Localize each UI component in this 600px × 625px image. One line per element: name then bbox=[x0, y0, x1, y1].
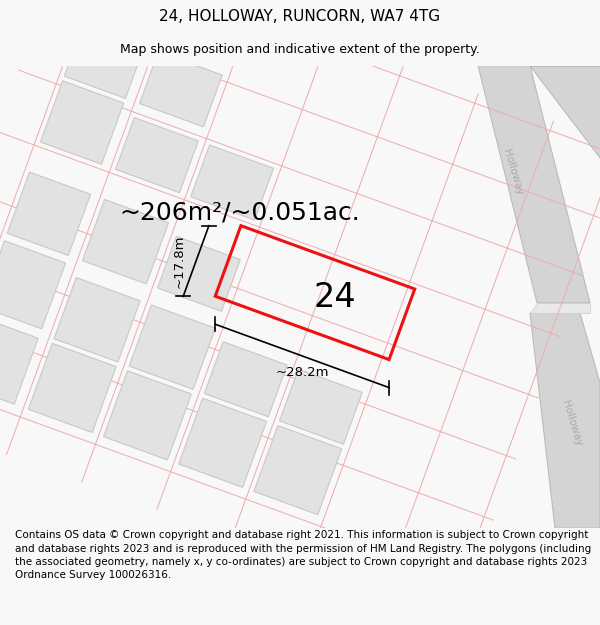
Polygon shape bbox=[0, 316, 38, 404]
Polygon shape bbox=[82, 199, 169, 284]
Polygon shape bbox=[478, 66, 590, 303]
Polygon shape bbox=[530, 313, 600, 528]
Text: ~206m²/~0.051ac.: ~206m²/~0.051ac. bbox=[119, 201, 361, 225]
Polygon shape bbox=[0, 241, 65, 329]
Polygon shape bbox=[280, 369, 362, 444]
Polygon shape bbox=[104, 371, 191, 460]
Text: ~17.8m: ~17.8m bbox=[173, 234, 186, 288]
Polygon shape bbox=[129, 305, 215, 389]
Text: Holloway: Holloway bbox=[501, 149, 525, 197]
Polygon shape bbox=[54, 278, 140, 362]
Polygon shape bbox=[116, 118, 198, 192]
Text: Map shows position and indicative extent of the property.: Map shows position and indicative extent… bbox=[120, 42, 480, 56]
Polygon shape bbox=[254, 426, 342, 515]
Polygon shape bbox=[40, 81, 124, 164]
Text: Contains OS data © Crown copyright and database right 2021. This information is : Contains OS data © Crown copyright and d… bbox=[15, 530, 591, 580]
Polygon shape bbox=[179, 398, 266, 488]
Polygon shape bbox=[140, 52, 222, 127]
Text: 24, HOLLOWAY, RUNCORN, WA7 4TG: 24, HOLLOWAY, RUNCORN, WA7 4TG bbox=[160, 9, 440, 24]
Text: 24: 24 bbox=[314, 281, 356, 314]
Polygon shape bbox=[7, 172, 91, 256]
Polygon shape bbox=[530, 303, 590, 313]
Polygon shape bbox=[191, 145, 274, 220]
Polygon shape bbox=[28, 343, 116, 432]
Polygon shape bbox=[64, 24, 144, 98]
Polygon shape bbox=[530, 66, 600, 158]
Text: ~28.2m: ~28.2m bbox=[275, 366, 329, 379]
Polygon shape bbox=[205, 342, 287, 417]
Polygon shape bbox=[158, 236, 240, 311]
Text: Holloway: Holloway bbox=[560, 399, 584, 447]
